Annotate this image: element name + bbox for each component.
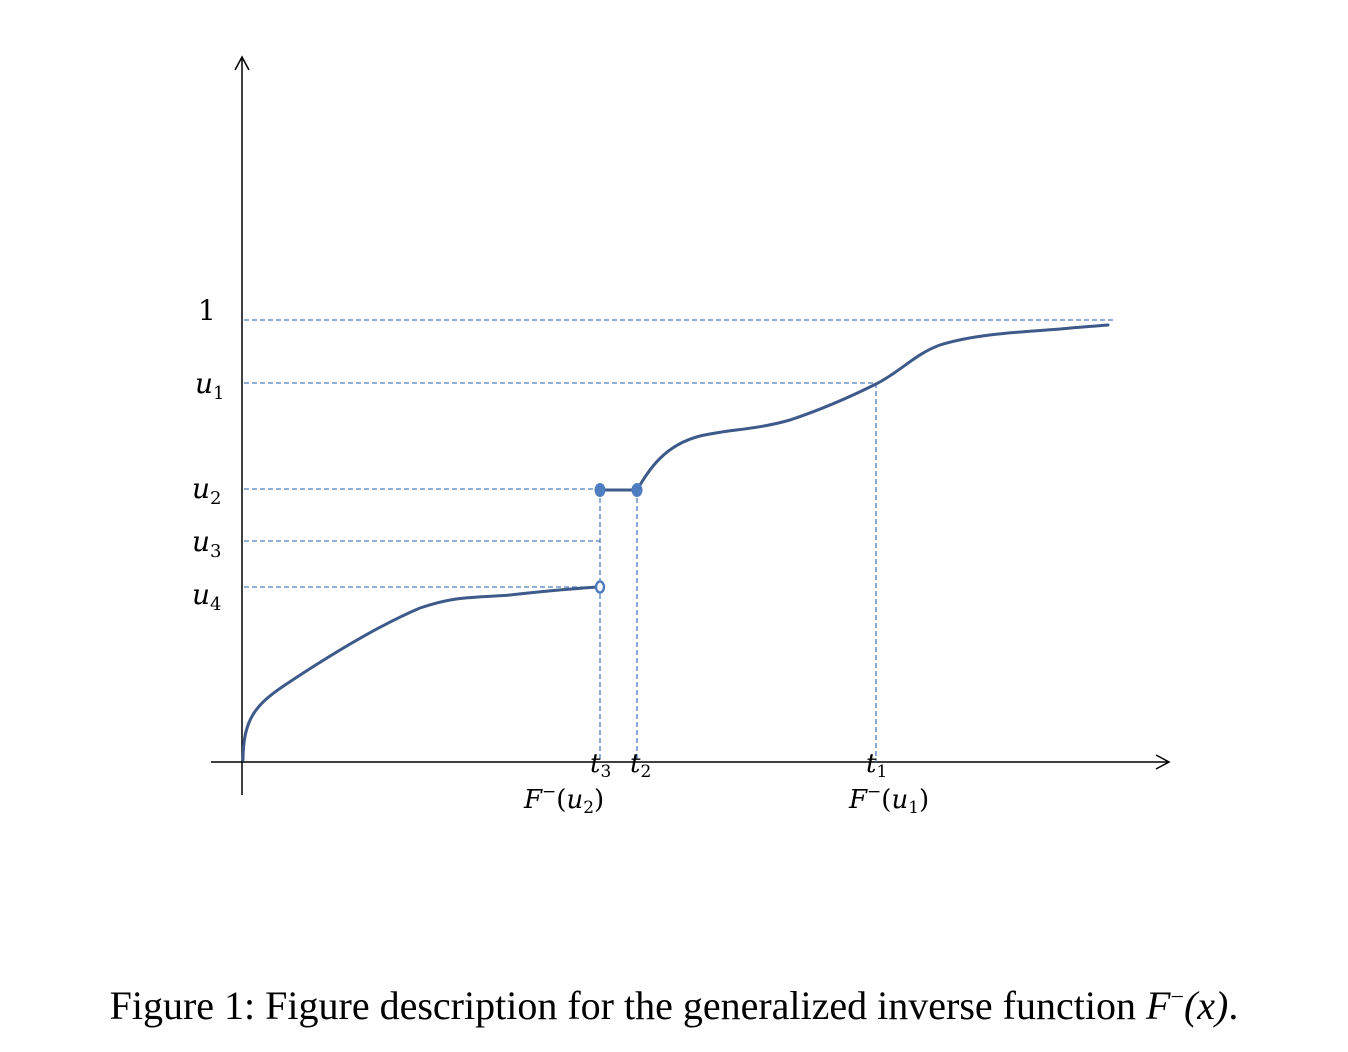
y-label-u2: u2 [192, 472, 222, 509]
caption-math-arg: (x) [1183, 983, 1229, 1028]
x-axis-arrowhead [1155, 754, 1171, 770]
x-label-t1: t1 [866, 749, 887, 782]
x-label-t2: t2 [630, 749, 651, 782]
open-point-u4 [594, 580, 606, 594]
x-annotation-finv-u2: F−(u2) [523, 782, 604, 818]
y-label-u3: u3 [192, 525, 222, 562]
curve-lower-branch [241, 585, 599, 762]
guide-lines [244, 319, 1116, 762]
y-axis-arrowhead [234, 55, 250, 71]
y-axis-labels: 1 u1 u2 u3 u4 [192, 294, 225, 615]
x-axis-labels: t3 t2 t1 F−(u2) F−(u1) [523, 749, 929, 818]
distribution-curve [241, 323, 1110, 762]
x-annotation-finv-u1: F−(u1) [848, 782, 929, 818]
y-label-u4: u4 [192, 578, 222, 615]
caption-text: Figure 1: Figure description for the gen… [109, 983, 1146, 1028]
jump-markers [594, 483, 643, 594]
axes [211, 55, 1171, 795]
y-label-u1: u1 [195, 367, 225, 404]
figure-caption: Figure 1: Figure description for the gen… [0, 982, 1348, 1029]
caption-math-F: F [1145, 983, 1171, 1028]
caption-math-sup: − [1170, 984, 1184, 1011]
closed-point-t3 [594, 483, 606, 497]
caption-suffix: . [1228, 983, 1239, 1028]
closed-point-t2 [631, 483, 643, 497]
curve-upper-branch [635, 323, 1110, 492]
x-label-t3: t3 [590, 749, 611, 782]
y-label-1: 1 [198, 294, 216, 327]
